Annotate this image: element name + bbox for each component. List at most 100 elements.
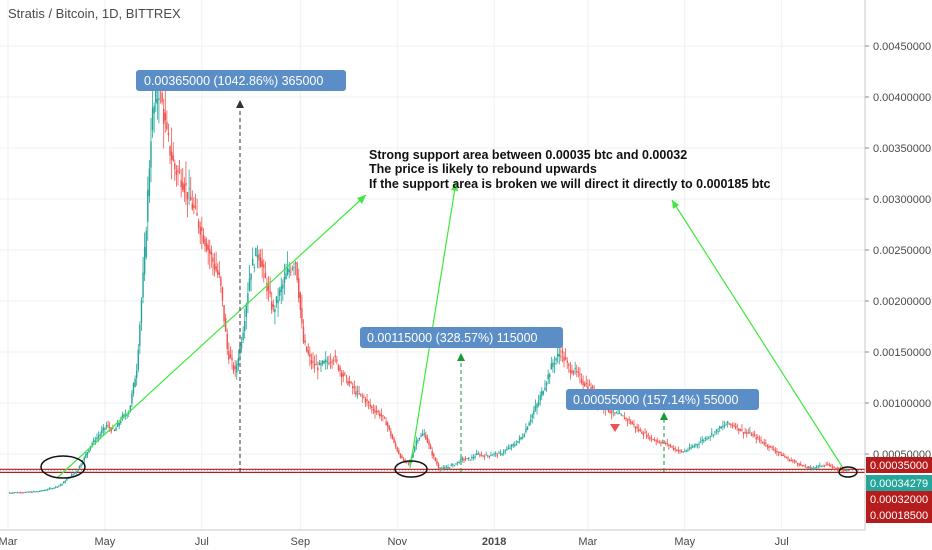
candle-body <box>831 466 834 468</box>
candle-body <box>828 464 831 466</box>
candle-body <box>115 427 117 431</box>
candle-body <box>501 453 503 455</box>
y-tick-label: 0.00150000 <box>873 347 931 359</box>
candle-body <box>788 459 791 462</box>
candle-body <box>19 492 22 494</box>
candle-body <box>134 378 136 387</box>
candle-body <box>155 90 157 103</box>
candle-body <box>545 382 548 386</box>
candle-body <box>334 355 336 358</box>
candle-body <box>842 469 845 471</box>
candle-body <box>815 466 818 468</box>
candle-body <box>836 468 839 470</box>
candle-body <box>795 461 797 463</box>
candle-body <box>844 469 846 471</box>
candle-body <box>97 436 100 438</box>
candle-body <box>474 456 476 458</box>
candle-body <box>711 432 713 435</box>
y-tick-label: 0.00100000 <box>873 398 931 410</box>
candle-body <box>653 439 656 441</box>
candle-body <box>796 462 799 465</box>
candle-body <box>371 406 373 408</box>
candle-body <box>199 226 201 235</box>
candle-body <box>841 469 843 471</box>
candle-body <box>561 350 564 353</box>
candle-body <box>433 453 435 457</box>
candle-body <box>312 361 314 363</box>
candle-body <box>172 155 174 161</box>
candle-body <box>74 472 76 474</box>
trendline-2-arrow <box>451 182 458 191</box>
candle-body <box>719 426 721 429</box>
candle-body <box>725 424 727 426</box>
candle-body <box>139 324 141 347</box>
candle-body <box>814 467 816 469</box>
trendline-1 <box>56 194 367 479</box>
candle-body <box>448 467 451 469</box>
candle-body <box>56 486 58 488</box>
candle-body <box>615 412 618 414</box>
candle-body <box>123 414 125 417</box>
candle-body <box>180 180 182 188</box>
x-tick-label: May <box>95 536 116 548</box>
candle-body <box>185 182 187 186</box>
candle-body <box>364 399 367 403</box>
price-label-bg <box>866 491 932 507</box>
candle-body <box>169 146 171 156</box>
candle-body <box>132 383 135 394</box>
candle-body <box>112 428 114 430</box>
candle-body <box>491 454 494 456</box>
candle-body <box>628 419 630 421</box>
candle-body <box>18 492 20 494</box>
candle-body <box>479 454 481 456</box>
candle-body <box>812 468 815 470</box>
candle-body <box>285 273 287 280</box>
candle-body <box>636 427 638 429</box>
candle-body <box>388 425 390 430</box>
candle-body <box>64 481 66 483</box>
candle-body <box>269 290 271 294</box>
candle-body <box>29 491 31 493</box>
candle-body <box>420 435 422 437</box>
candle-body <box>358 393 360 395</box>
candle-body <box>471 456 473 459</box>
candle-body <box>102 427 105 431</box>
candle-body <box>607 409 610 412</box>
candle-body <box>645 435 648 438</box>
callout-1: 0.00365000 (1042.86%) 365000 <box>136 70 346 91</box>
candle-body <box>13 492 16 494</box>
candle-body <box>475 453 478 455</box>
candle-body <box>54 486 57 488</box>
candle-body <box>53 487 55 489</box>
candle-body <box>680 450 683 452</box>
candle-body <box>809 467 811 469</box>
candle-body <box>16 492 19 494</box>
candle-body <box>687 449 689 451</box>
candle-body <box>147 189 149 222</box>
candle-body <box>353 387 356 389</box>
candle-body <box>43 490 46 492</box>
candle-body <box>428 441 430 446</box>
candle-body <box>827 464 829 466</box>
candle-body <box>514 444 516 446</box>
candle-body <box>62 481 65 484</box>
candle-body <box>298 278 300 298</box>
candle-body <box>415 440 418 446</box>
candle-body <box>153 106 155 114</box>
candle-body <box>383 417 386 419</box>
highlight-ellipse-2 <box>394 460 428 478</box>
candle-body <box>588 384 591 386</box>
candle-body <box>715 429 718 431</box>
candle-body <box>282 283 284 289</box>
candle-body <box>456 461 459 464</box>
candle-body <box>792 460 794 462</box>
candle-body <box>800 463 802 465</box>
price-label-text: 0.00032000 <box>870 494 928 506</box>
candle-body <box>579 374 581 376</box>
candle-body <box>580 379 583 383</box>
candle-body <box>409 461 411 464</box>
candle-body <box>237 358 240 366</box>
candle-body <box>342 373 344 377</box>
candle-body <box>547 374 549 380</box>
candle-body <box>556 353 559 357</box>
